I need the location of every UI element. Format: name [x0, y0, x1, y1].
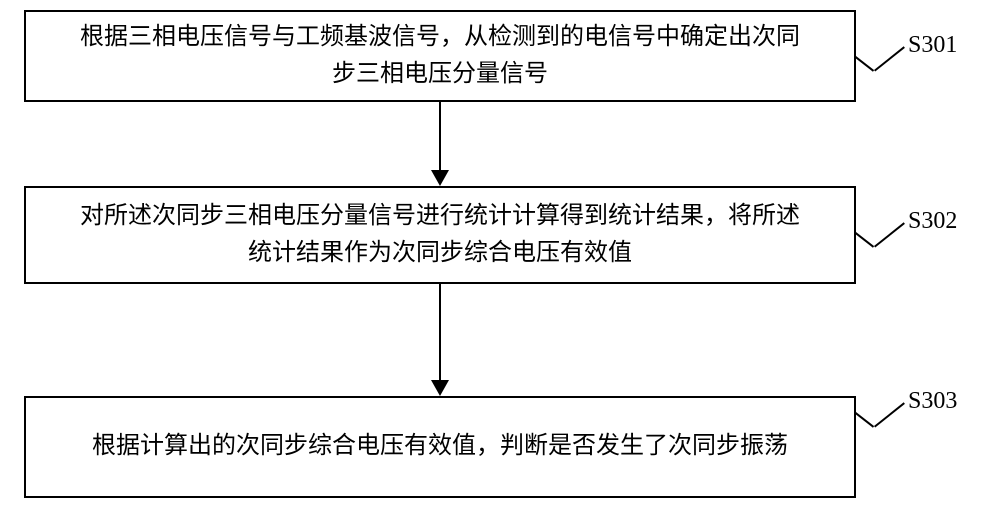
- box-s301: 根据三相电压信号与工频基波信号，从检测到的电信号中确定出次同 步三相电压分量信号: [24, 10, 856, 102]
- label-s301: S301: [908, 32, 957, 59]
- box-s303: 根据计算出的次同步综合电压有效值，判断是否发生了次同步振荡: [24, 396, 856, 498]
- connector-tick: [855, 412, 874, 428]
- connector-tick: [874, 222, 905, 248]
- connector-tick: [855, 56, 874, 72]
- box-s302: 对所述次同步三相电压分量信号进行统计计算得到统计结果，将所述 统计结果作为次同步…: [24, 186, 856, 284]
- connector-tick: [874, 402, 905, 428]
- label-s302: S302: [908, 208, 957, 235]
- arrow-2-3-line: [439, 284, 441, 380]
- connector-tick: [855, 232, 874, 248]
- label-s303: S303: [908, 388, 957, 415]
- arrow-2-3-head: [431, 380, 449, 396]
- arrow-1-2-head: [431, 170, 449, 186]
- connector-tick: [874, 46, 905, 72]
- arrow-1-2-line: [439, 102, 441, 170]
- flowchart-canvas: 根据三相电压信号与工频基波信号，从检测到的电信号中确定出次同 步三相电压分量信号…: [0, 0, 1000, 521]
